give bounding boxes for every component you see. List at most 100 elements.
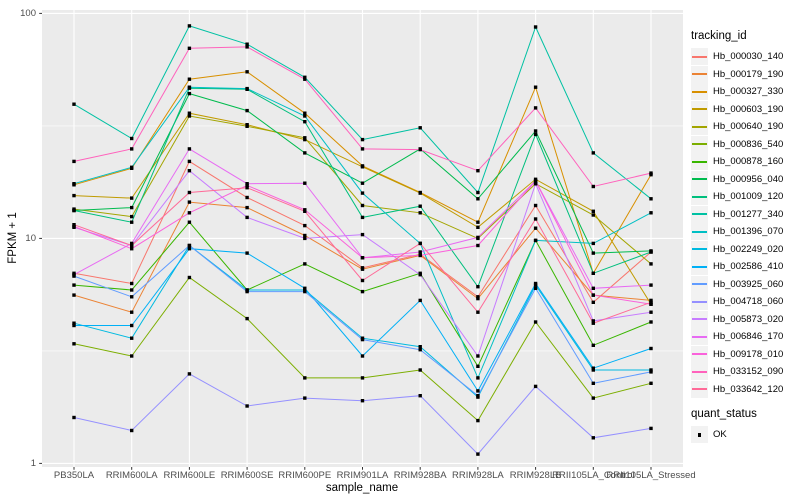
data-point xyxy=(72,224,76,229)
data-point xyxy=(476,295,480,299)
legend-item-label: Hb_000640_190 xyxy=(713,121,784,133)
data-point xyxy=(245,195,249,200)
data-point xyxy=(360,354,365,358)
x-tick-label-RRIM928LA: RRIM928LA xyxy=(452,470,504,481)
series-color-swatch xyxy=(692,143,707,146)
quant-ok-key xyxy=(691,426,708,444)
legend-item-label: Hb_004718_060 xyxy=(713,296,784,308)
data-point xyxy=(418,273,422,277)
legend-item-Hb_003925_060: Hb_003925_060 xyxy=(691,275,799,294)
data-point xyxy=(130,428,134,433)
data-point xyxy=(303,286,307,290)
legend-item-label: Hb_001396_070 xyxy=(713,226,784,238)
legend-key-line-icon xyxy=(691,275,708,293)
data-point xyxy=(476,389,480,393)
data-point xyxy=(130,288,134,292)
data-point xyxy=(533,129,538,133)
legend-item-Hb_000030_140: Hb_000030_140 xyxy=(691,48,799,66)
data-point xyxy=(245,45,249,49)
legend-item-Hb_004718_060: Hb_004718_060 xyxy=(691,293,799,311)
data-point xyxy=(533,226,538,230)
legend-key-line-icon xyxy=(691,345,708,363)
data-point xyxy=(591,366,595,370)
data-point xyxy=(130,136,134,141)
legend-item-Hb_001277_340: Hb_001277_340 xyxy=(691,205,799,224)
legend-item-label: Hb_000030_140 xyxy=(713,51,784,63)
data-point xyxy=(533,203,538,208)
legend-key-line-icon xyxy=(691,83,708,101)
data-point xyxy=(72,182,76,186)
data-point xyxy=(418,191,422,195)
data-point xyxy=(187,275,192,280)
series-color-swatch xyxy=(692,318,707,321)
data-point xyxy=(245,108,249,113)
legend-item-label: Hb_002249_020 xyxy=(713,243,784,255)
data-point xyxy=(649,262,653,266)
data-point xyxy=(303,120,307,124)
black-square-point-icon xyxy=(697,432,702,437)
legend-item-Hb_009178_010: Hb_009178_010 xyxy=(691,345,799,364)
data-point xyxy=(418,345,422,349)
data-point xyxy=(418,241,422,246)
data-point xyxy=(72,193,76,198)
data-point xyxy=(303,376,307,380)
data-point xyxy=(649,298,653,303)
legend-item-label: Hb_000878_160 xyxy=(713,156,784,168)
data-point xyxy=(418,368,422,372)
data-point xyxy=(245,42,249,46)
legend-key-line-icon xyxy=(691,188,708,206)
data-point xyxy=(649,368,653,372)
data-point xyxy=(187,200,192,204)
legend-item-label: Hb_002586_410 xyxy=(713,261,784,273)
data-point xyxy=(649,381,653,385)
data-point xyxy=(533,85,538,89)
data-point xyxy=(649,300,653,304)
data-point xyxy=(303,151,307,155)
data-point xyxy=(360,376,365,380)
series-color-swatch xyxy=(692,230,707,233)
data-point xyxy=(591,286,595,290)
legend-key-line-icon xyxy=(691,118,708,136)
data-point xyxy=(130,205,134,210)
data-point xyxy=(245,183,249,188)
legend-item-label: Hb_000603_190 xyxy=(713,103,784,115)
data-point xyxy=(418,126,422,130)
data-point xyxy=(360,232,365,237)
y-tick-label-1: 1 xyxy=(30,457,36,469)
legend-item-Hb_000327_330: Hb_000327_330 xyxy=(691,83,799,101)
legend-key-line-icon xyxy=(691,258,708,276)
data-point xyxy=(72,273,76,277)
data-point xyxy=(533,106,538,110)
data-point xyxy=(533,286,538,290)
legend-key-line-icon xyxy=(691,310,708,328)
data-point xyxy=(360,337,365,342)
legend-item-Hb_033152_090: Hb_033152_090 xyxy=(691,363,799,381)
data-point xyxy=(533,179,538,183)
series-color-swatch xyxy=(692,283,707,286)
series-color-swatch xyxy=(692,370,707,373)
legend-item-Hb_000640_190: Hb_000640_190 xyxy=(691,118,799,136)
data-point xyxy=(130,310,134,314)
data-point xyxy=(187,46,192,50)
data-point xyxy=(245,86,249,91)
data-point xyxy=(360,203,365,208)
legend-key-line-icon xyxy=(691,205,708,223)
data-point xyxy=(245,289,249,294)
data-point xyxy=(418,250,422,254)
legend-item-label: Hb_000179_190 xyxy=(713,68,784,80)
data-point xyxy=(476,190,480,195)
legend-key-line-icon xyxy=(691,363,708,381)
data-point xyxy=(476,296,480,301)
data-point xyxy=(130,281,134,286)
legend-item-Hb_033642_120: Hb_033642_120 xyxy=(691,380,799,399)
data-point xyxy=(245,404,249,408)
legend-key-line-icon xyxy=(691,293,708,311)
legend-key-line-icon xyxy=(691,135,708,153)
data-point xyxy=(303,75,307,79)
data-point xyxy=(303,223,307,228)
data-point xyxy=(649,171,653,175)
data-point xyxy=(303,77,307,81)
x-tick-label-RRIM928BA: RRIM928BA xyxy=(393,470,447,481)
data-point xyxy=(303,181,307,185)
